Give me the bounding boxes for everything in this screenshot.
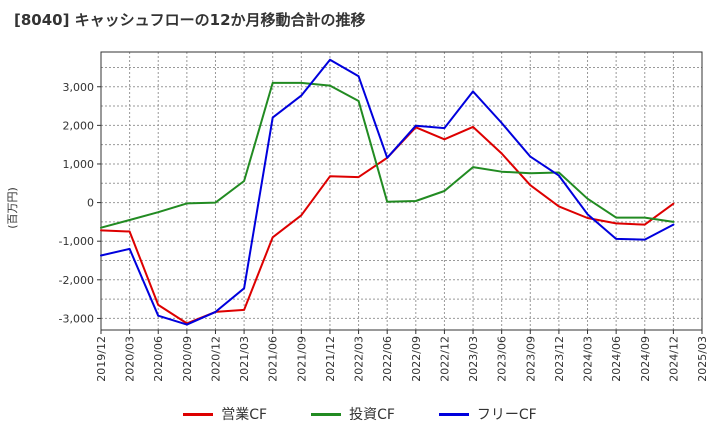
legend-swatch-operating-cf (183, 412, 214, 416)
x-tick-label: 2023/12 (553, 336, 566, 382)
legend-label-operating-cf: 営業CF (221, 407, 268, 423)
y-tick-label: -1,000 (59, 235, 94, 248)
x-tick-label: 2024/06 (610, 336, 623, 382)
series-line-free-cf (100, 58, 675, 326)
chart-title: [8040] キャッシュフローの12か月移動合計の推移 (14, 11, 366, 29)
x-tick-label: 2023/09 (524, 336, 537, 382)
legend-item-investing-cf: 投資CF (311, 404, 395, 424)
legend-label-free-cf: フリーCF (476, 407, 537, 423)
y-tick-label: -2,000 (59, 274, 94, 287)
series-line-investing-cf (100, 81, 675, 229)
x-tick-label: 2021/06 (267, 336, 280, 382)
x-tick-label: 2023/03 (467, 336, 480, 382)
legend-swatch-investing-cf (311, 412, 342, 416)
x-tick-label: 2022/12 (438, 336, 451, 382)
x-tick-label: 2023/06 (496, 336, 509, 382)
legend: 営業CF 投資CF フリーCF (0, 404, 720, 424)
x-tick-label: 2022/09 (410, 336, 423, 382)
legend-item-free-cf: フリーCF (438, 404, 537, 424)
x-tick-label: 2021/03 (238, 336, 251, 382)
x-tick-label: 2020/09 (181, 336, 194, 382)
y-tick-label: 2,000 (63, 119, 95, 132)
x-tick-label: 2022/06 (381, 336, 394, 382)
legend-swatch-free-cf (438, 412, 469, 416)
x-tick-label: 2025/03 (696, 336, 709, 382)
x-tick-label: 2020/06 (152, 336, 165, 382)
x-tick-label: 2022/03 (353, 336, 366, 382)
x-tick-label: 2024/09 (639, 336, 652, 382)
y-tick-label: -3,000 (59, 312, 94, 325)
x-tick-label: 2020/03 (124, 336, 137, 382)
y-tick-label: 0 (87, 197, 94, 210)
x-tick-label: 2024/12 (667, 336, 680, 382)
legend-label-investing-cf: 投資CF (349, 407, 395, 423)
x-tick-label: 2021/09 (295, 336, 308, 382)
x-tick-label: 2020/12 (209, 336, 222, 382)
legend-item-operating-cf: 営業CF (183, 404, 267, 424)
plot-border (100, 51, 703, 331)
x-tick-label: 2019/12 (95, 336, 108, 382)
x-tick-label: 2024/03 (582, 336, 595, 382)
y-tick-label: 1,000 (63, 158, 95, 171)
plot-area (101, 52, 702, 330)
x-tick-label: 2021/12 (324, 336, 337, 382)
y-tick-label: 3,000 (63, 81, 95, 94)
